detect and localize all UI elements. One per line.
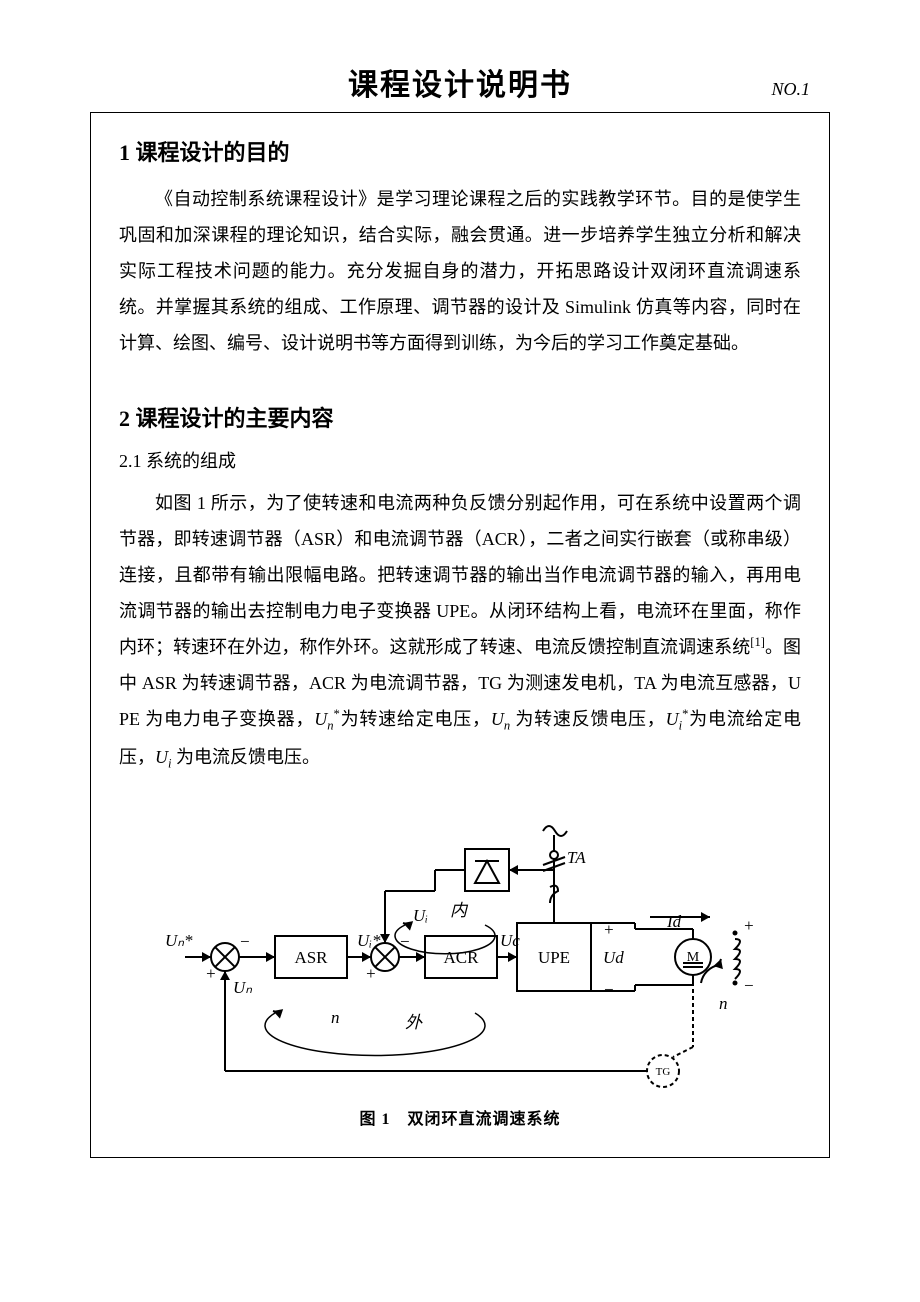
- section-2-1-paragraph: 如图 1 所示，为了使转速和电流两种负反馈分别起作用，可在系统中设置两个调节器，…: [119, 485, 801, 777]
- section-1-heading: 1 课程设计的目的: [119, 135, 801, 167]
- svg-text:Id: Id: [666, 912, 682, 931]
- section-2-heading: 2 课程设计的主要内容: [119, 401, 801, 433]
- svg-text:−: −: [399, 932, 410, 951]
- figure-1: ASRACRUPEMTGUₙ*UₙUᵢ*UᵢUcUdIdTA内外nn+−+−+−…: [119, 791, 801, 1129]
- figure-1-caption: 图 1 双闭环直流调速系统: [119, 1105, 801, 1129]
- page-number: NO.1: [771, 79, 810, 100]
- section-2-1-heading: 2.1 系统的组成: [119, 447, 801, 473]
- svg-text:−: −: [603, 980, 614, 999]
- figure-1-diagram: ASRACRUPEMTGUₙ*UₙUᵢ*UᵢUcUdIdTA内外nn+−+−+−…: [155, 791, 765, 1091]
- svg-text:n: n: [331, 1008, 340, 1027]
- svg-text:Ud: Ud: [603, 948, 624, 967]
- content-frame: 1 课程设计的目的 《自动控制系统课程设计》是学习理论课程之后的实践教学环节。目…: [90, 112, 830, 1158]
- svg-text:+: +: [205, 964, 216, 983]
- svg-text:+: +: [743, 916, 754, 935]
- page-title: 课程设计说明书: [348, 60, 572, 104]
- svg-text:TA: TA: [567, 848, 586, 867]
- svg-text:−: −: [239, 932, 250, 951]
- svg-text:Uᵢ*: Uᵢ*: [357, 931, 381, 950]
- svg-text:+: +: [603, 920, 614, 939]
- svg-text:Uᵢ: Uᵢ: [413, 906, 428, 925]
- svg-text:Uₙ*: Uₙ*: [165, 931, 193, 950]
- svg-text:n: n: [719, 994, 728, 1013]
- svg-text:+: +: [365, 964, 376, 983]
- svg-text:−: −: [743, 976, 754, 995]
- section-1-paragraph: 《自动控制系统课程设计》是学习理论课程之后的实践教学环节。目的是使学生巩固和加深…: [119, 181, 801, 361]
- svg-text:外: 外: [405, 1013, 423, 1032]
- svg-text:ASR: ASR: [294, 948, 328, 967]
- svg-text:UPE: UPE: [538, 948, 570, 967]
- svg-text:TG: TG: [656, 1066, 671, 1078]
- svg-text:内: 内: [450, 901, 469, 920]
- svg-text:Uₙ: Uₙ: [233, 978, 252, 997]
- page-header: 课程设计说明书 NO.1: [0, 60, 920, 104]
- svg-text:Uc: Uc: [500, 931, 520, 950]
